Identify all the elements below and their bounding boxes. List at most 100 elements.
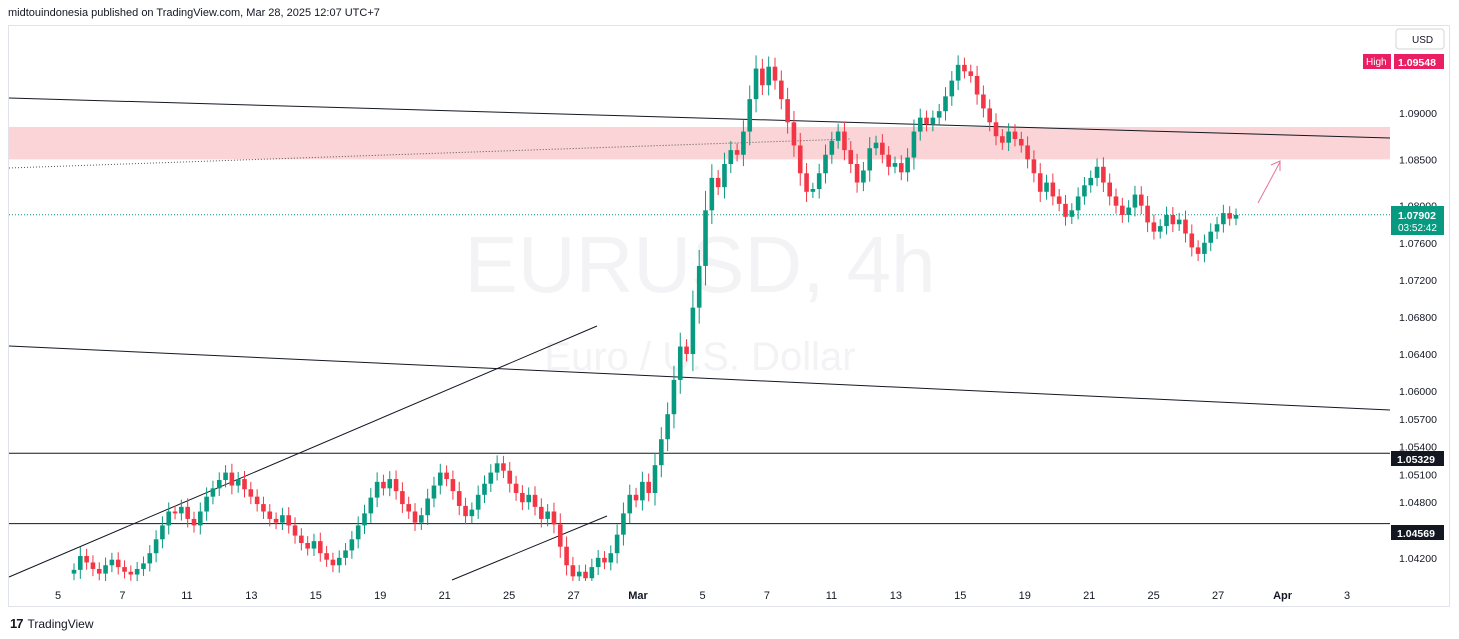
candle-body <box>1202 242 1207 254</box>
candle-body <box>955 64 961 81</box>
candle-body <box>456 491 462 506</box>
candle-body <box>905 157 910 173</box>
candle-body <box>254 496 260 505</box>
time-tick-label: 3 <box>1344 590 1350 602</box>
currency-button[interactable] <box>1395 28 1445 50</box>
candle-body <box>539 506 544 519</box>
candle-body <box>823 154 828 174</box>
candle-body <box>608 553 614 563</box>
time-tick-label: Apr <box>1273 590 1293 602</box>
candle-body <box>71 569 77 574</box>
candle-body <box>488 472 494 484</box>
trendline-upper-descending[interactable] <box>8 97 1391 139</box>
price-tick-label: 1.07600 <box>1399 238 1437 250</box>
candle-body <box>709 177 715 211</box>
price-tick-label: 1.09000 <box>1399 108 1437 120</box>
candle-body <box>1138 194 1144 206</box>
candle-body <box>804 173 809 192</box>
publisher-header: midtouindonesia published on TradingView… <box>8 7 380 19</box>
candle-body <box>374 481 380 498</box>
candle-body <box>766 66 771 86</box>
candle-body <box>943 96 948 112</box>
level-badge-2: 1.04569 <box>1391 525 1444 540</box>
high-badge: High 1.09548 <box>1363 54 1444 69</box>
candle-body <box>797 145 803 174</box>
candle-body <box>425 498 430 516</box>
candle-body <box>1176 219 1182 225</box>
candle-body <box>886 154 891 167</box>
candle-body <box>235 479 241 486</box>
price-tick-label: 1.05100 <box>1399 469 1437 481</box>
candle-body <box>791 122 797 146</box>
candle-body <box>90 562 96 569</box>
candle-body <box>1113 196 1119 206</box>
candle-body <box>993 122 999 137</box>
time-axis[interactable]: 5 7 11 13 15 19 21 25 27 Mar 5 7 11 13 15 19 21 25 27 Apr 3 <box>55 590 1350 602</box>
candle-body <box>734 150 740 155</box>
candle-body <box>854 164 860 183</box>
candle-body <box>355 525 361 540</box>
candle-body <box>191 518 197 526</box>
projection-arrow-icon[interactable] <box>1257 160 1281 204</box>
candle-body <box>1063 203 1068 217</box>
candle-body <box>160 525 165 540</box>
candle-body <box>684 346 689 354</box>
candle-body <box>602 557 607 563</box>
candle-body <box>381 481 386 489</box>
candle-body <box>627 494 633 514</box>
trendline-dotted-ascending[interactable] <box>8 138 851 169</box>
candle-body <box>532 494 538 507</box>
candle-body <box>924 117 929 125</box>
price-axis[interactable]: 1.090001.085001.080001.076001.072001.068… <box>1399 108 1437 565</box>
candle-body <box>696 265 702 308</box>
candle-body <box>103 565 108 574</box>
trendline-ascending-channel-top[interactable] <box>8 325 598 578</box>
candle-body <box>829 140 835 155</box>
candle-body <box>633 494 639 501</box>
candle-body <box>659 439 664 466</box>
candle-body <box>671 379 677 415</box>
last-price-badge: 1.07902 03:52:42 <box>1391 206 1444 235</box>
trendline-ascending-channel-bottom[interactable] <box>451 515 608 581</box>
candle-body <box>141 563 146 569</box>
candle-body <box>810 189 816 192</box>
level-badge-1: 1.05329 <box>1391 451 1444 466</box>
candle-body <box>185 506 190 519</box>
candle-body <box>1214 224 1220 232</box>
candle-body <box>1208 231 1214 243</box>
candle-body <box>311 541 317 549</box>
time-tick-label: 25 <box>1148 590 1160 602</box>
time-tick-label: 19 <box>374 590 386 602</box>
price-tick-label: 1.05700 <box>1399 414 1437 426</box>
candle-body <box>1157 226 1163 232</box>
candle-body <box>292 525 298 536</box>
candle-body <box>400 491 405 505</box>
candle-body <box>867 148 873 171</box>
candle-body <box>501 463 506 471</box>
time-tick-label: 13 <box>890 590 902 602</box>
candle-body <box>703 210 708 266</box>
high-badge-value: 1.09548 <box>1398 57 1436 69</box>
candle-body <box>1195 247 1201 254</box>
trendline-lower-descending[interactable] <box>8 345 1391 411</box>
candle-body <box>1145 205 1150 223</box>
candle-body <box>614 534 620 554</box>
price-tick-label: 1.06000 <box>1399 386 1437 398</box>
candle-body <box>728 150 734 164</box>
candle-body <box>1069 210 1075 217</box>
candle-body <box>861 170 866 183</box>
candle-body <box>179 506 184 514</box>
candle-body <box>1025 145 1030 160</box>
time-tick-label: Mar <box>628 590 648 602</box>
candle-body <box>564 546 569 566</box>
brand-label: TradingView <box>27 616 94 631</box>
time-tick-label: 11 <box>826 590 837 602</box>
candle-body <box>431 485 437 499</box>
candle-body <box>469 509 475 517</box>
time-tick-label: 5 <box>699 590 705 602</box>
candle-body <box>134 568 140 575</box>
candle-body <box>1006 131 1011 143</box>
candle-body <box>557 524 563 547</box>
level-badge-1-value: 1.05329 <box>1397 454 1435 466</box>
